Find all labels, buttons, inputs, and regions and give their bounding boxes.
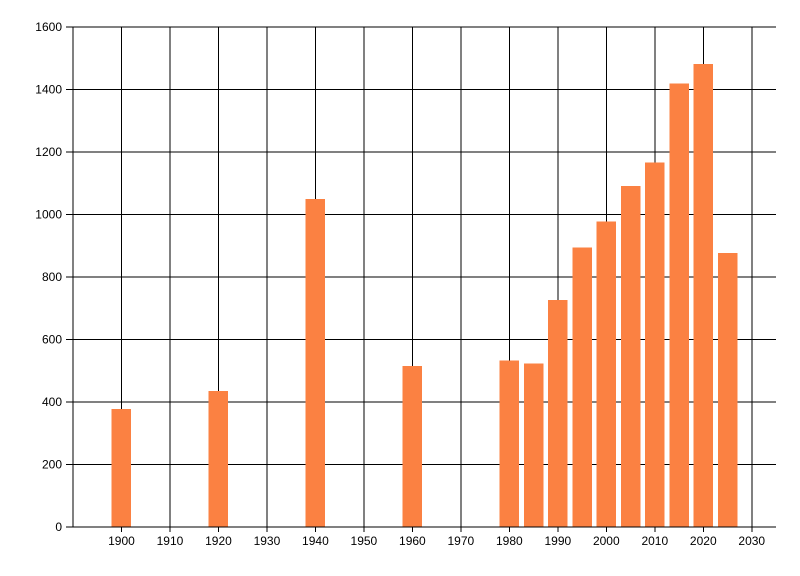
y-tick-label-800: 800 <box>42 270 62 284</box>
bar-1920 <box>208 390 229 527</box>
bar-1960 <box>402 366 423 527</box>
x-tick-label-1980: 1980 <box>496 534 523 548</box>
bar-2005 <box>620 185 641 527</box>
bar-2025 <box>717 252 738 527</box>
y-tick-label-400: 400 <box>42 395 62 409</box>
x-tick-label-2030: 2030 <box>738 534 765 548</box>
bar-1940 <box>305 198 326 528</box>
x-tick-label-2010: 2010 <box>641 534 668 548</box>
y-tick-label-1600: 1600 <box>35 20 62 34</box>
bar-2020 <box>693 64 714 527</box>
bar-1985 <box>523 363 544 527</box>
x-tick-label-2020: 2020 <box>690 534 717 548</box>
bar-2000 <box>596 221 617 528</box>
x-tick-label-2000: 2000 <box>593 534 620 548</box>
bar-2010 <box>645 162 665 528</box>
x-tick-label-1950: 1950 <box>351 534 378 548</box>
bar-1980 <box>499 360 520 527</box>
x-tick-label-1970: 1970 <box>448 534 475 548</box>
x-tick-label-1900: 1900 <box>108 534 135 548</box>
y-tick-label-1400: 1400 <box>35 83 62 97</box>
bar-2015 <box>669 83 689 527</box>
x-tick-label-1910: 1910 <box>157 534 184 548</box>
y-tick-label-1200: 1200 <box>35 145 62 159</box>
bar-1900 <box>111 409 132 527</box>
x-tick-label-1930: 1930 <box>254 534 281 548</box>
y-tick-label-600: 600 <box>42 333 62 347</box>
x-tick-label-1920: 1920 <box>205 534 232 548</box>
bar-1990 <box>548 299 568 527</box>
y-tick-label-200: 200 <box>42 458 62 472</box>
y-tick-label-1000: 1000 <box>35 208 62 222</box>
x-tick-label-1990: 1990 <box>544 534 571 548</box>
bar-1995 <box>572 247 592 527</box>
x-tick-label-1960: 1960 <box>399 534 426 548</box>
y-tick-label-0: 0 <box>55 520 62 534</box>
x-tick-label-1940: 1940 <box>302 534 329 548</box>
